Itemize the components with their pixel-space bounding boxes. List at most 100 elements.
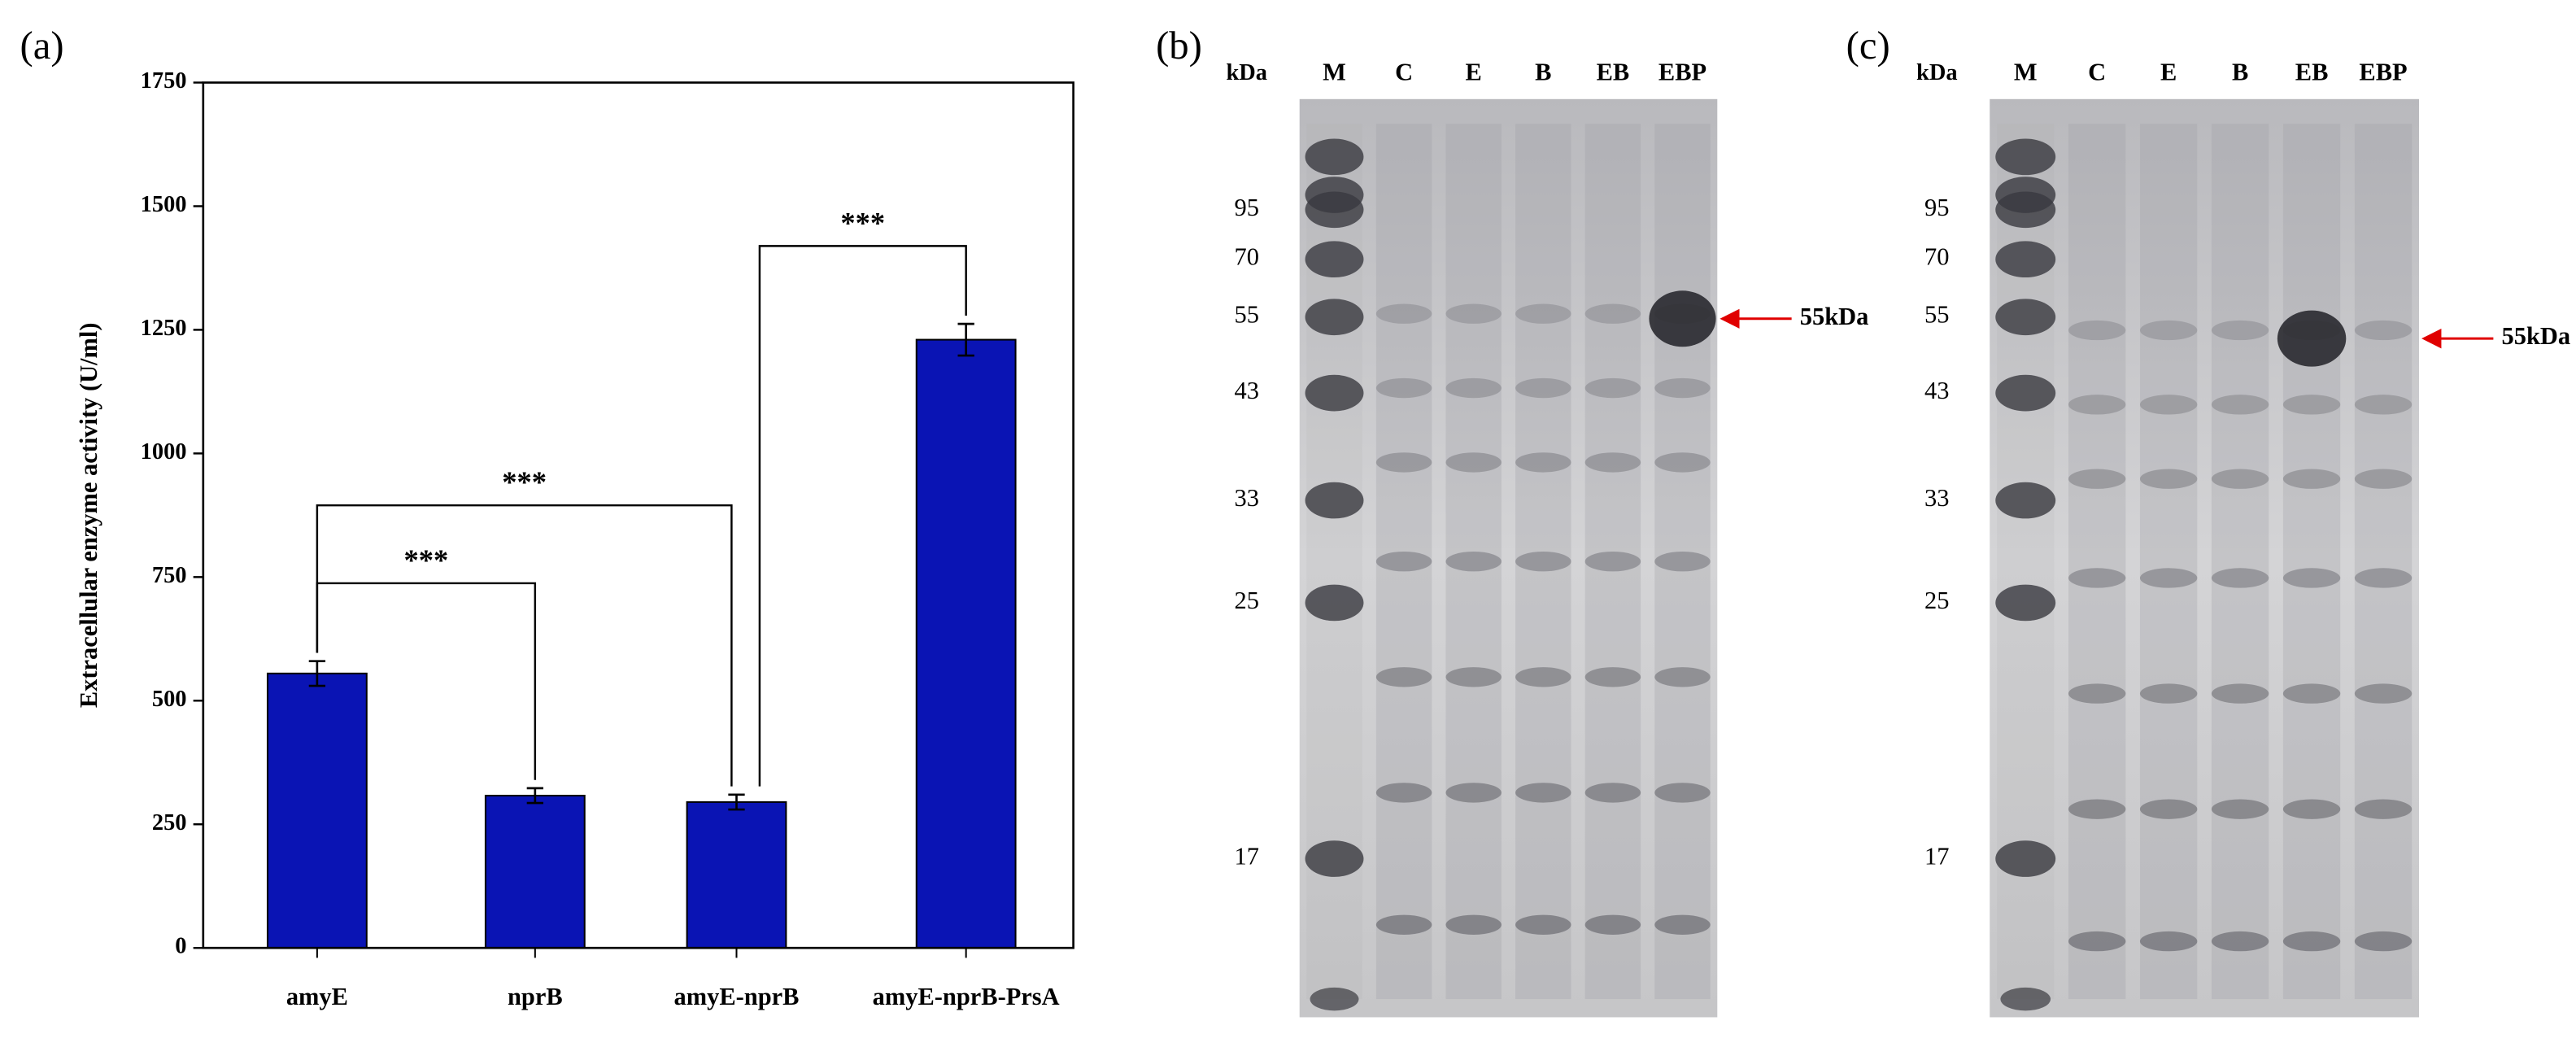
lane-band bbox=[1375, 914, 1432, 935]
marker-band bbox=[1305, 191, 1364, 229]
marker-band bbox=[1995, 241, 2056, 278]
lane-band bbox=[2211, 395, 2269, 415]
y-tick-label: 1000 bbox=[141, 439, 187, 465]
lane-label: E bbox=[1466, 58, 1482, 85]
bar bbox=[266, 672, 368, 949]
lane-band bbox=[1584, 914, 1641, 935]
plot-frame bbox=[202, 81, 1074, 949]
lane-band bbox=[2354, 320, 2413, 341]
marker-label: 55 bbox=[1235, 301, 1259, 329]
unit-label: kDa bbox=[1226, 60, 1267, 85]
lane-band bbox=[1515, 377, 1571, 399]
lane-band bbox=[1654, 667, 1711, 687]
lane-smear bbox=[2139, 124, 2198, 1000]
marker-label: 43 bbox=[1924, 377, 1949, 404]
lane-smear bbox=[2068, 124, 2126, 1000]
marker-band bbox=[1995, 299, 2056, 336]
marker-band bbox=[1995, 191, 2056, 229]
lane-band bbox=[1584, 303, 1641, 324]
lane-smear bbox=[2211, 124, 2269, 1000]
lane-band bbox=[2354, 683, 2413, 704]
lane-band bbox=[1445, 552, 1502, 572]
y-tick-label: 750 bbox=[152, 563, 187, 588]
bar bbox=[686, 801, 787, 949]
lane-band bbox=[1445, 667, 1502, 687]
lane-label: B bbox=[2232, 58, 2248, 85]
marker-label: 70 bbox=[1924, 243, 1949, 271]
marker-label: 25 bbox=[1924, 587, 1949, 614]
lane-band bbox=[1654, 552, 1711, 572]
lane-band bbox=[2139, 469, 2198, 489]
marker-band bbox=[2000, 987, 2051, 1011]
arrow-label: 55kDa bbox=[1800, 303, 1869, 330]
marker-label: 55 bbox=[1924, 301, 1949, 329]
lane-band bbox=[1375, 452, 1432, 473]
marker-band bbox=[1305, 241, 1364, 278]
lane-band bbox=[1515, 667, 1571, 687]
lane-band bbox=[2139, 931, 2198, 952]
lane-band bbox=[1445, 303, 1502, 324]
marker-label: 17 bbox=[1924, 843, 1949, 870]
lane-band bbox=[1515, 552, 1571, 572]
gel-image bbox=[1990, 98, 2420, 1018]
marker-label: 17 bbox=[1235, 843, 1259, 870]
target-band bbox=[2277, 310, 2347, 367]
lane-band bbox=[2068, 931, 2126, 952]
marker-band bbox=[1305, 374, 1364, 412]
significance-label: *** bbox=[840, 206, 885, 239]
lane-band bbox=[2139, 395, 2198, 415]
significance-bracket bbox=[316, 504, 733, 787]
panel-label: (b) bbox=[1156, 24, 1202, 68]
lane-label: M bbox=[2014, 58, 2038, 85]
lane-band bbox=[2282, 469, 2341, 489]
lane-smear bbox=[1375, 124, 1432, 1000]
gel-background bbox=[1990, 98, 2420, 1018]
panel-label: (c) bbox=[1846, 24, 1890, 68]
bar bbox=[915, 338, 1017, 949]
lane-band bbox=[2068, 568, 2126, 588]
lane-band bbox=[2211, 469, 2269, 489]
lane-band bbox=[2354, 395, 2413, 415]
lane-band bbox=[2282, 799, 2341, 819]
marker-band bbox=[1995, 584, 2056, 622]
lane-band bbox=[1654, 914, 1711, 935]
lane-band bbox=[2354, 799, 2413, 819]
lane-band bbox=[2354, 568, 2413, 588]
lane-band bbox=[2068, 395, 2126, 415]
y-tick-label: 1250 bbox=[141, 316, 187, 341]
lane-band bbox=[2068, 469, 2126, 489]
lane-label: C bbox=[2088, 58, 2106, 85]
target-band bbox=[1649, 290, 1716, 347]
lane-smear bbox=[2354, 124, 2413, 1000]
lane-band bbox=[1445, 377, 1502, 399]
lane-band bbox=[2354, 469, 2413, 489]
lane-band bbox=[1654, 377, 1711, 399]
x-tick-label: amyE bbox=[286, 983, 348, 1010]
lane-band bbox=[2211, 320, 2269, 341]
lane-band bbox=[2211, 568, 2269, 588]
marker-band bbox=[1995, 374, 2056, 412]
lane-band bbox=[2139, 320, 2198, 341]
lane-band bbox=[2282, 568, 2341, 588]
lane-band bbox=[2139, 799, 2198, 819]
marker-label: 25 bbox=[1235, 587, 1259, 614]
marker-label: 95 bbox=[1235, 194, 1259, 221]
lane-band bbox=[1515, 783, 1571, 803]
marker-band bbox=[1305, 138, 1364, 176]
lane-band bbox=[1375, 377, 1432, 399]
lane-band bbox=[2139, 683, 2198, 704]
lane-band bbox=[2354, 931, 2413, 952]
lane-band bbox=[1375, 303, 1432, 324]
lane-band bbox=[1654, 783, 1711, 803]
lane-band bbox=[2139, 568, 2198, 588]
panel-label: (a) bbox=[20, 24, 63, 68]
y-tick-label: 250 bbox=[152, 810, 187, 835]
y-tick-label: 500 bbox=[152, 687, 187, 712]
lane-band bbox=[1584, 452, 1641, 473]
lane-smear bbox=[1445, 124, 1502, 1000]
lane-band bbox=[1584, 377, 1641, 399]
lane-band bbox=[1375, 552, 1432, 572]
lane-band bbox=[2068, 320, 2126, 341]
